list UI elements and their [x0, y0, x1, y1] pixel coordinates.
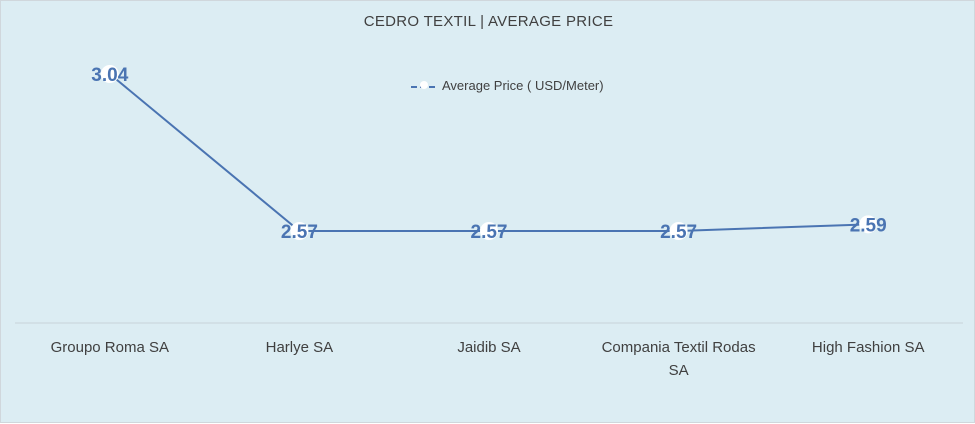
data-label: 2.57 — [471, 222, 508, 243]
data-point — [290, 222, 309, 240]
data-label: 3.04 — [91, 65, 128, 86]
x-tick-label: Compania Textil Rodas SA — [602, 339, 756, 379]
x-tick-label: Groupo Roma SA — [51, 339, 169, 356]
data-label: 2.57 — [660, 222, 697, 243]
data-point — [859, 215, 878, 234]
x-axis-categories: Groupo Roma SA Harlye SA Jaidib SA Compania… — [51, 339, 925, 379]
series-line — [109, 73, 869, 232]
x-tick-label: Jaidib SA — [457, 339, 520, 356]
data-point — [100, 65, 119, 83]
data-label: 2.59 — [850, 215, 887, 236]
legend-label: Average Price ( USD/Meter) — [442, 78, 604, 93]
data-label: 2.57 — [281, 222, 318, 243]
legend: Average Price ( USD/Meter) — [411, 78, 604, 93]
legend-point-marker — [420, 81, 428, 89]
data-point — [669, 222, 688, 240]
x-tick-label: High Fashion SA — [812, 339, 925, 356]
chart-title: CEDRO TEXTIL | AVERAGE PRICE — [363, 13, 614, 30]
data-point — [480, 222, 498, 240]
x-tick-label: Harlye SA — [266, 339, 334, 356]
series-average-price: 3.04 2.57 2.57 2.57 2.59 — [91, 65, 887, 243]
